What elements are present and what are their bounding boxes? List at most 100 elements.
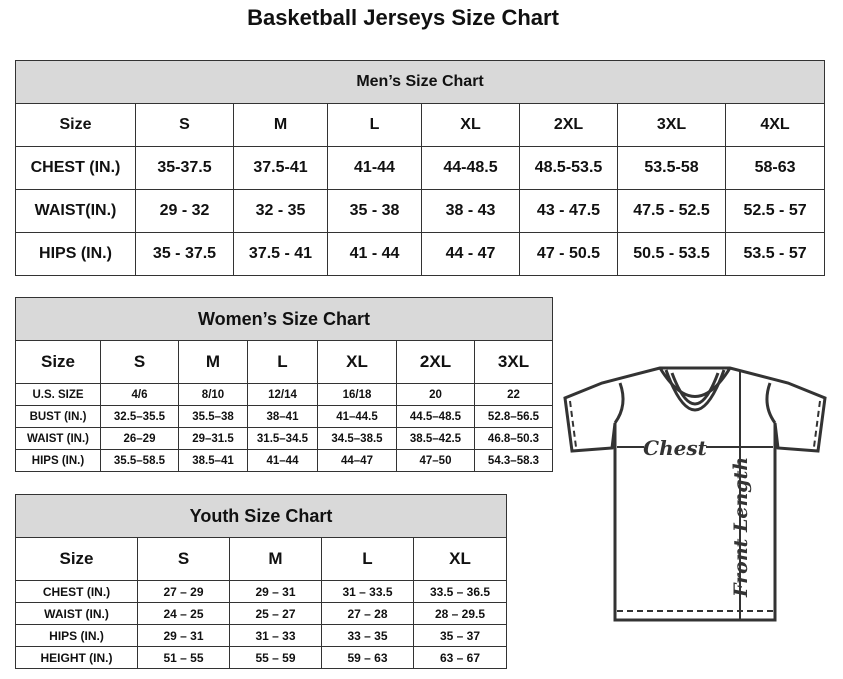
- table-cell: 54.3–58.3: [473, 449, 554, 472]
- men-chart-header: Men’s Size Chart: [14, 60, 826, 104]
- table-cell: 29 – 31: [137, 624, 230, 647]
- table-cell: 52.5 - 57: [724, 189, 826, 233]
- size-column-header: 2XL: [396, 340, 475, 384]
- jersey-diagram: Chest Front Length: [563, 366, 827, 622]
- table-cell: 28 – 29.5: [412, 602, 508, 625]
- table-cell: 46.8–50.3: [473, 427, 554, 450]
- table-cell: 58-63: [724, 146, 826, 190]
- table-cell: 44.5–48.5: [396, 405, 475, 428]
- size-column-header: S: [100, 340, 179, 384]
- table-cell: 48.5-53.5: [519, 146, 618, 190]
- table-cell: 55 – 59: [229, 646, 322, 669]
- size-column-header: L: [327, 103, 422, 147]
- table-cell: 41–44.5: [317, 405, 397, 428]
- table-row: CHEST (IN.) 27 – 29 29 – 31 31 – 33.5 33.5 –…: [15, 580, 508, 603]
- table-cell: 41 - 44: [327, 232, 422, 276]
- table-cell: 33 – 35: [321, 624, 414, 647]
- table-cell: 29 – 31: [229, 580, 322, 603]
- table-row: U.S. SIZE 4/6 8/10 12/14 16/18 20 22: [15, 383, 554, 406]
- table-cell: 35 - 38: [327, 189, 422, 233]
- row-label: CHEST (IN.): [15, 146, 136, 190]
- table-cell: 37.5 - 41: [233, 232, 328, 276]
- row-label: BUST (IN.): [15, 405, 101, 428]
- table-cell: 37.5-41: [233, 146, 328, 190]
- table-cell: 35 - 37.5: [135, 232, 234, 276]
- table-cell: 29 - 32: [135, 189, 234, 233]
- table-cell: 59 – 63: [321, 646, 414, 669]
- table-cell: 32 - 35: [233, 189, 328, 233]
- table-cell: 29–31.5: [178, 427, 248, 450]
- table-cell: 24 – 25: [137, 602, 230, 625]
- youth-chart-header: Youth Size Chart: [14, 494, 508, 538]
- table-cell: 44-48.5: [421, 146, 520, 190]
- table-cell: 35 – 37: [412, 624, 508, 647]
- size-column-header: L: [247, 340, 318, 384]
- table-cell: 35.5–58.5: [100, 449, 179, 472]
- table-cell: 47–50: [396, 449, 475, 472]
- row-label: HIPS (IN.): [15, 232, 136, 276]
- row-label: Size: [15, 537, 138, 581]
- table-cell: 22: [473, 383, 554, 406]
- table-cell: 35-37.5: [135, 146, 234, 190]
- table-cell: 26–29: [100, 427, 179, 450]
- table-row: CHEST (IN.) 35-37.5 37.5-41 41-44 44-48.5 48.…: [15, 146, 826, 190]
- size-column-header: 3XL: [617, 103, 726, 147]
- table-cell: 38 - 43: [421, 189, 520, 233]
- table-row: HEIGHT (IN.) 51 – 55 55 – 59 59 – 63 63 – 67: [15, 646, 508, 669]
- table-cell: 38.5–41: [178, 449, 248, 472]
- row-label: Size: [15, 340, 101, 384]
- table-cell: 25 – 27: [229, 602, 322, 625]
- size-column-header: S: [137, 537, 230, 581]
- youth-size-table: Youth Size Chart Size S M L XL CHEST (IN.) 27 –…: [14, 494, 508, 669]
- table-cell: 47 - 50.5: [519, 232, 618, 276]
- size-column-header: XL: [412, 537, 508, 581]
- table-cell: 12/14: [247, 383, 318, 406]
- row-label: HIPS (IN.): [15, 449, 101, 472]
- table-cell: 43 - 47.5: [519, 189, 618, 233]
- table-cell: 44 - 47: [421, 232, 520, 276]
- mens-size-table: Men’s Size Chart Size S M L XL 2XL 3XL 4XL CHEST …: [14, 60, 826, 276]
- size-column-header: 3XL: [473, 340, 554, 384]
- table-cell: 33.5 – 36.5: [412, 580, 508, 603]
- size-column-header: M: [178, 340, 248, 384]
- size-column-header: M: [233, 103, 328, 147]
- row-label: Size: [15, 103, 136, 147]
- row-label: U.S. SIZE: [15, 383, 101, 406]
- table-cell: 63 – 67: [412, 646, 508, 669]
- table-cell: 38.5–42.5: [396, 427, 475, 450]
- size-column-header: XL: [317, 340, 397, 384]
- row-label: WAIST (IN.): [15, 602, 138, 625]
- table-cell: 50.5 - 53.5: [617, 232, 726, 276]
- table-cell: 31.5–34.5: [247, 427, 318, 450]
- table-cell: 32.5–35.5: [100, 405, 179, 428]
- size-column-header: M: [229, 537, 322, 581]
- table-cell: 27 – 29: [137, 580, 230, 603]
- table-cell: 44–47: [317, 449, 397, 472]
- table-cell: 53.5-58: [617, 146, 726, 190]
- size-header-row: Size S M L XL 2XL 3XL: [15, 340, 554, 384]
- table-cell: 31 – 33: [229, 624, 322, 647]
- table-row: HIPS (IN.) 29 – 31 31 – 33 33 – 35 35 – 37: [15, 624, 508, 647]
- table-row: BUST (IN.) 32.5–35.5 35.5–38 38–41 41–44.5 44…: [15, 405, 554, 428]
- table-cell: 34.5–38.5: [317, 427, 397, 450]
- size-header-row: Size S M L XL 2XL 3XL 4XL: [15, 103, 826, 147]
- size-column-header: XL: [421, 103, 520, 147]
- womens-size-table: Women’s Size Chart Size S M L XL 2XL 3XL U.S. SI…: [14, 297, 554, 472]
- table-cell: 47.5 - 52.5: [617, 189, 726, 233]
- size-column-header: L: [321, 537, 414, 581]
- row-label: HIPS (IN.): [15, 624, 138, 647]
- size-column-header: 4XL: [724, 103, 826, 147]
- table-row: WAIST (IN.) 24 – 25 25 – 27 27 – 28 28 – 29.…: [15, 602, 508, 625]
- row-label: WAIST(IN.): [15, 189, 136, 233]
- table-cell: 31 – 33.5: [321, 580, 414, 603]
- size-column-header: S: [135, 103, 234, 147]
- table-cell: 20: [396, 383, 475, 406]
- table-cell: 51 – 55: [137, 646, 230, 669]
- size-header-row: Size S M L XL: [15, 537, 508, 581]
- shirt-outline-icon: [563, 366, 827, 622]
- table-row: WAIST (IN.) 26–29 29–31.5 31.5–34.5 34.5–38.…: [15, 427, 554, 450]
- table-cell: 8/10: [178, 383, 248, 406]
- front-length-label: Front Length: [730, 457, 752, 598]
- row-label: WAIST (IN.): [15, 427, 101, 450]
- table-cell: 38–41: [247, 405, 318, 428]
